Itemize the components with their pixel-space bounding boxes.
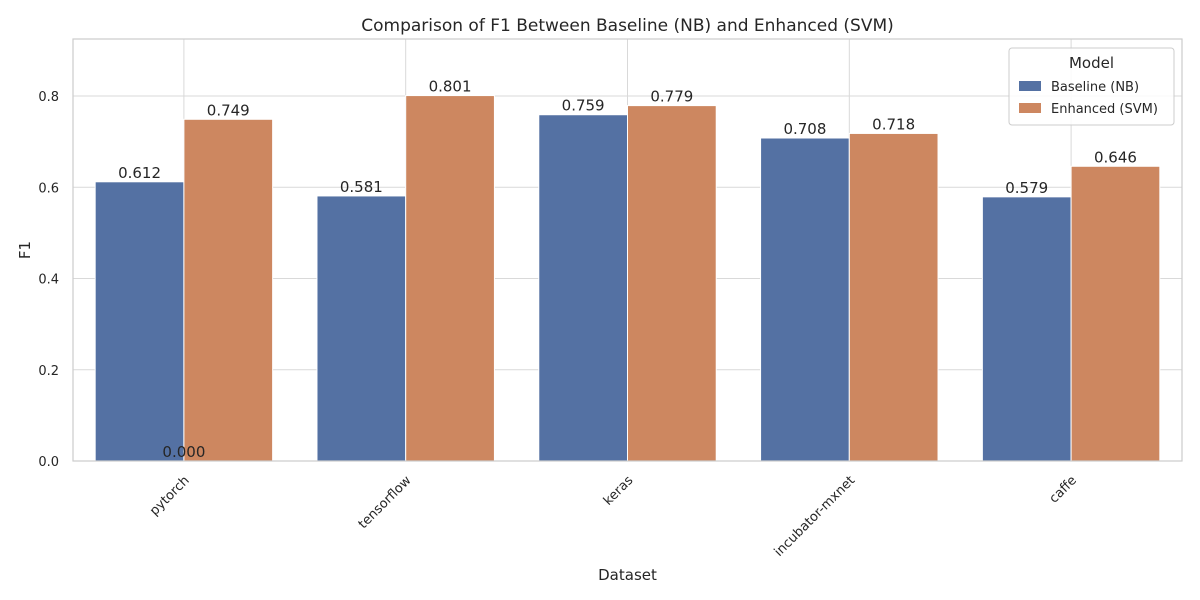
bar-baseline-tensorflow xyxy=(316,195,407,462)
bar-enhanced-tensorflow xyxy=(405,95,495,462)
bar-value-label: 0.708 xyxy=(783,120,826,138)
legend-entries: Baseline (NB) Enhanced (SVM) xyxy=(1019,80,1158,117)
y-tick-label: 0.0 xyxy=(38,455,59,470)
legend-swatch xyxy=(1019,103,1041,113)
x-tick-label: keras xyxy=(601,473,637,509)
legend: Model Baseline (NB) Enhanced (SVM) xyxy=(1008,47,1175,126)
x-axis-label: Dataset xyxy=(598,566,657,584)
x-tick-label: tensorflow xyxy=(356,473,415,532)
bar-value-label: 0.612 xyxy=(118,164,161,182)
bar-enhanced-keras xyxy=(627,105,717,462)
bar-value-label: 0.646 xyxy=(1094,148,1137,166)
bar-value-label: 0.718 xyxy=(872,115,915,133)
bar-value-label: 0.749 xyxy=(207,101,250,119)
bar-value-label: 0.759 xyxy=(562,97,605,115)
bar-value-label: 0.779 xyxy=(650,88,693,106)
legend-entry-label: Baseline (NB) xyxy=(1051,80,1139,95)
legend-title: Model xyxy=(1069,54,1114,72)
bar-baseline-caffe xyxy=(981,196,1072,462)
bar-enhanced-caffe xyxy=(1070,165,1161,462)
y-tick-label: 0.8 xyxy=(38,90,59,105)
bar-value-label: 0.579 xyxy=(1005,179,1048,197)
x-tick-label: pytorch xyxy=(147,473,193,519)
legend-box xyxy=(1008,47,1175,126)
x-tick-label: incubator-mxnet xyxy=(772,473,859,560)
bar-enhanced-pytorch xyxy=(183,118,274,462)
data-labels-layer: 0.612 0.581 0.759 0.708 0.579 0.749 0.801 0.779… xyxy=(118,78,1137,461)
y-tick-label: 0.6 xyxy=(38,181,59,196)
legend-entry-label: Enhanced (SVM) xyxy=(1051,102,1158,117)
zero-value-annotation: 0.000 xyxy=(162,443,205,461)
bar-baseline-keras xyxy=(538,114,629,462)
y-axis-label: F1 xyxy=(16,241,34,259)
bar-value-label: 0.581 xyxy=(340,178,383,196)
bar-value-label: 0.801 xyxy=(429,78,472,96)
bar-enhanced-incubator-mxnet xyxy=(848,132,939,462)
x-tick-label: caffe xyxy=(1047,473,1080,506)
legend-swatch xyxy=(1019,81,1041,91)
chart-title: Comparison of F1 Between Baseline (NB) a… xyxy=(361,16,894,36)
plot-frame xyxy=(72,38,1183,462)
bar-baseline-incubator-mxnet xyxy=(760,137,850,462)
y-tick-label: 0.4 xyxy=(38,273,59,288)
plot-border xyxy=(72,38,1183,462)
bar-baseline-pytorch xyxy=(94,181,185,462)
bars-layer xyxy=(94,95,1161,462)
y-tick-label: 0.2 xyxy=(38,364,59,379)
